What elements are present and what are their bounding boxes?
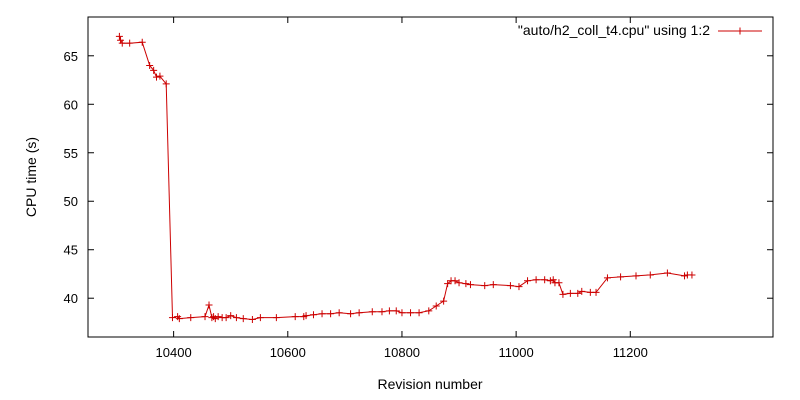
data-point	[335, 309, 343, 317]
legend: "auto/h2_coll_t4.cpu" using 1:2	[518, 22, 762, 38]
data-point	[532, 276, 540, 284]
legend-entry-label: "auto/h2_coll_t4.cpu" using 1:2	[518, 22, 710, 38]
data-point	[156, 72, 164, 80]
legend-marker-sample	[736, 27, 744, 35]
data-point	[174, 313, 182, 321]
data-point	[162, 80, 170, 88]
y-tick-label: 45	[64, 243, 78, 258]
data-point	[592, 288, 600, 296]
data-point	[541, 276, 549, 284]
x-tick-label: 10800	[384, 345, 420, 360]
series-layer	[115, 32, 696, 324]
data-point	[444, 280, 452, 288]
data-point	[466, 281, 474, 289]
data-point	[506, 282, 514, 290]
data-point	[455, 279, 463, 287]
data-point	[347, 310, 355, 318]
data-point	[663, 269, 671, 277]
data-point	[440, 297, 448, 305]
data-point	[205, 301, 213, 309]
data-point	[546, 277, 554, 285]
data-point	[646, 271, 654, 279]
y-tick-label: 60	[64, 97, 78, 112]
data-point	[291, 313, 299, 321]
data-point	[153, 73, 160, 81]
data-point	[451, 277, 459, 285]
x-tick-label: 11200	[613, 345, 648, 360]
data-point	[378, 308, 386, 316]
legend-plus-mark	[736, 27, 744, 35]
data-point	[201, 313, 209, 321]
data-point	[385, 307, 393, 315]
y-tick-label: 40	[64, 291, 78, 306]
data-point	[574, 289, 582, 297]
data-point	[175, 315, 183, 323]
data-point	[256, 314, 264, 322]
data-point	[432, 302, 440, 310]
data-point	[126, 39, 134, 47]
data-point	[398, 309, 406, 317]
data-point	[355, 309, 363, 317]
data-point	[555, 279, 563, 287]
data-point	[138, 38, 146, 46]
data-point	[578, 287, 586, 295]
x-axis-ticks: 10400 10600 10800 11000 11200	[156, 17, 648, 360]
data-point	[222, 314, 230, 322]
data-point	[462, 280, 470, 288]
data-point	[603, 274, 611, 282]
data-point	[681, 272, 689, 280]
y-tick-label: 55	[64, 146, 78, 161]
plot-frame	[87, 16, 774, 338]
data-point	[415, 309, 423, 317]
data-point	[239, 315, 247, 323]
data-point	[115, 32, 123, 40]
data-point	[318, 310, 326, 318]
y-tick-label: 65	[64, 49, 78, 64]
data-point	[617, 273, 625, 281]
y-axis-ticks: 40 45 50 55 60 65	[64, 49, 773, 306]
data-point	[272, 314, 280, 322]
data-point	[227, 312, 235, 320]
data-point	[688, 271, 696, 279]
y-axis-label: CPU time (s)	[23, 137, 39, 217]
data-point	[214, 313, 222, 321]
data-point	[407, 309, 415, 317]
data-point	[117, 36, 125, 44]
data-point	[566, 289, 574, 297]
data-point	[146, 61, 154, 69]
data-point	[425, 307, 433, 315]
data-point	[309, 311, 317, 319]
x-tick-label: 10600	[270, 345, 306, 360]
y-tick-label: 50	[64, 194, 78, 209]
data-point	[549, 276, 557, 284]
data-point	[524, 277, 532, 285]
data-point	[232, 314, 240, 322]
data-point	[208, 314, 216, 322]
data-point	[368, 308, 376, 316]
x-tick-label: 10400	[156, 345, 192, 360]
x-tick-label: 11000	[499, 345, 534, 360]
data-point	[632, 272, 640, 280]
data-point	[481, 282, 489, 290]
x-axis-label: Revision number	[377, 376, 482, 392]
data-point	[150, 66, 158, 74]
data-point	[302, 312, 310, 320]
data-point	[187, 314, 195, 322]
data-point	[559, 290, 567, 298]
data-point	[168, 314, 176, 322]
series-line	[118, 36, 692, 321]
data-point	[248, 316, 256, 324]
data-point	[327, 310, 335, 318]
data-point	[118, 39, 126, 47]
data-point	[489, 281, 497, 289]
data-point	[392, 307, 400, 315]
data-point	[515, 283, 523, 291]
